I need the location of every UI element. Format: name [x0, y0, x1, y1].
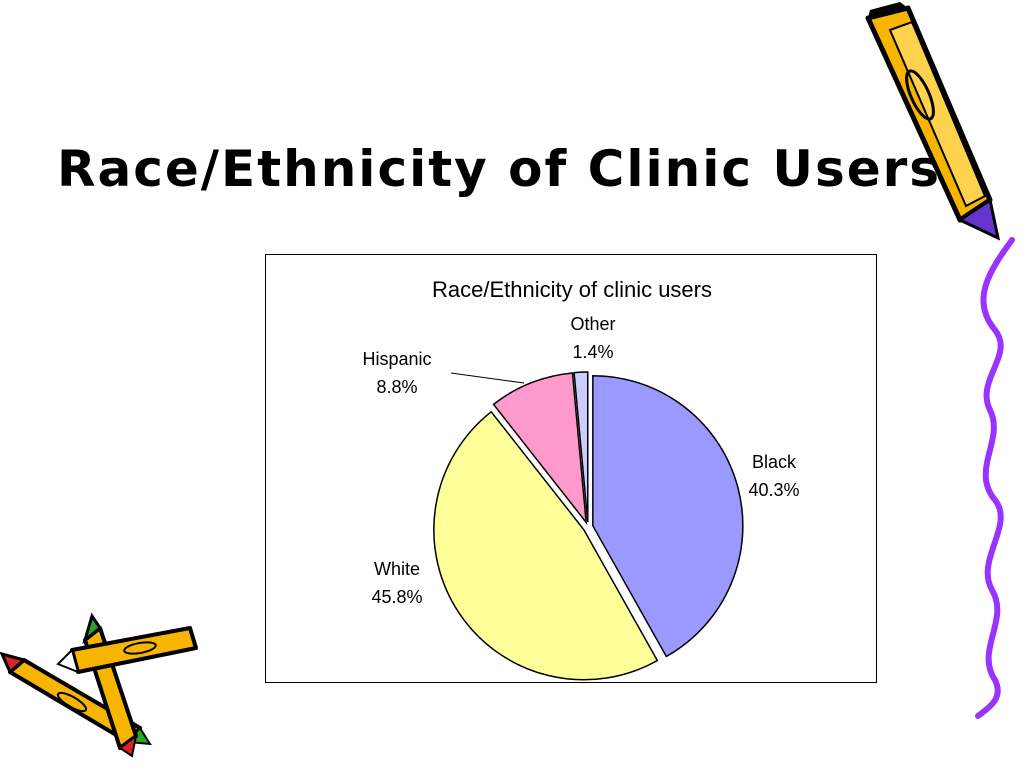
slice-value-other: 1.4% — [572, 342, 613, 362]
slice-label-white: White — [374, 559, 420, 579]
pencil-bottom-left-a-icon — [0, 651, 152, 746]
slice-value-white: 45.8% — [371, 587, 422, 607]
slice-value-black: 40.3% — [748, 480, 799, 500]
pencil-top-right-icon — [865, 2, 1001, 241]
pie-slice-white — [433, 410, 659, 681]
pie-slice-hispanic — [492, 372, 588, 525]
pencil-bottom-left-b-icon — [82, 612, 138, 758]
slice-label-other: Other — [570, 314, 615, 334]
pencil-bottom-left-c-icon — [56, 626, 198, 674]
slice-value-hispanic: 8.8% — [376, 377, 417, 397]
pie-slice-black — [592, 374, 744, 658]
pie-chart: Race/Ethnicity of clinic users Black 40.3… — [362, 277, 800, 681]
leader-line-hispanic — [450, 372, 525, 384]
chart-title: Race/Ethnicity of clinic users — [432, 277, 712, 302]
slice-label-black: Black — [752, 452, 797, 472]
chart-frame: Race/Ethnicity of clinic users Black 40.3… — [265, 254, 877, 683]
slide-title: Race/Ethnicity of Clinic Users — [57, 140, 942, 198]
pie-slice-other — [573, 371, 589, 523]
squiggle-line-icon — [975, 237, 1015, 719]
slice-label-hispanic: Hispanic — [362, 349, 431, 369]
